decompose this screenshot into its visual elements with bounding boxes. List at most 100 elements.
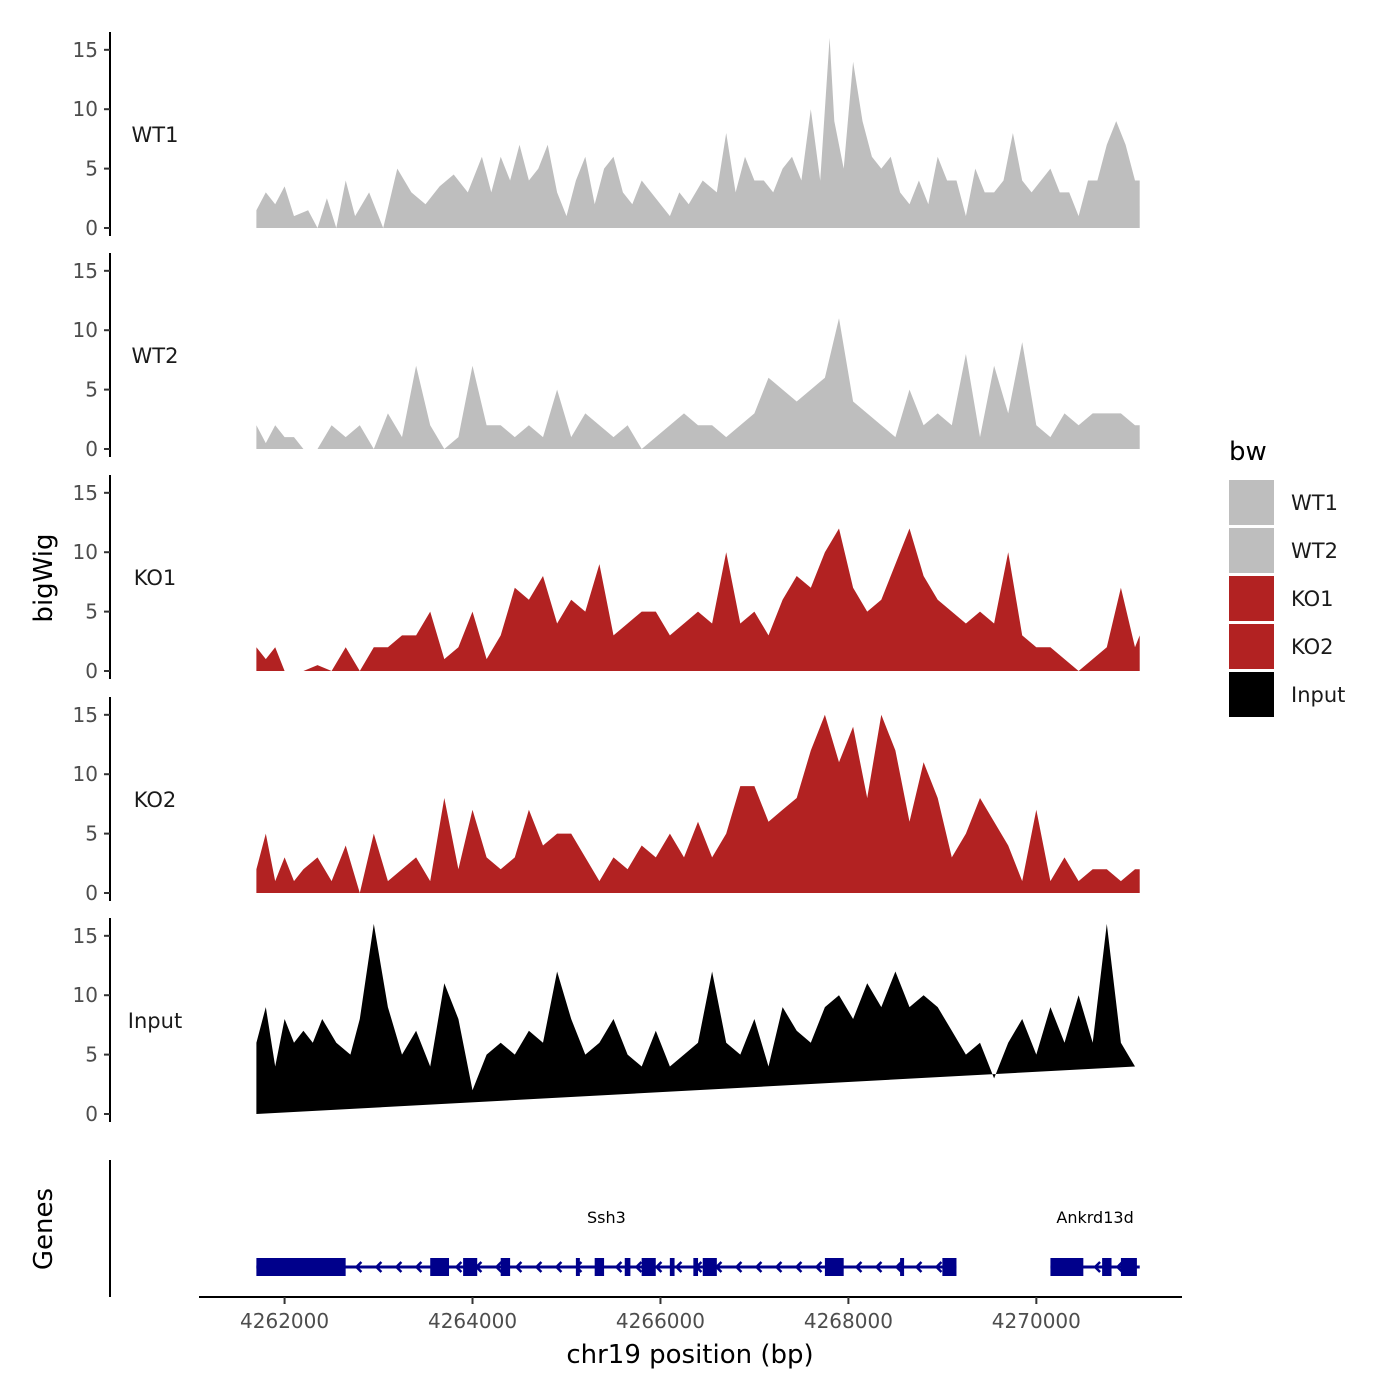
ssh3-exon (256, 1258, 346, 1276)
ssh3-strand-arrow (894, 1261, 903, 1273)
ko1-coverage-area (256, 528, 1140, 671)
wt2-y-tick-label: 10 (73, 318, 98, 342)
ssh3-strand-arrow (534, 1261, 543, 1273)
legend-items: WT1 WT2 KO1 KO2 Input (1229, 480, 1345, 717)
ssh3-exon (693, 1258, 699, 1276)
ssh3-exon (463, 1258, 478, 1276)
x-axis-tick-label: 4262000 (240, 1309, 329, 1333)
ssh3-exon (594, 1258, 605, 1276)
ssh3-strand-arrow (654, 1261, 663, 1273)
ssh3-strand-arrow (454, 1261, 463, 1273)
ssh3-strand-arrow (634, 1261, 643, 1273)
legend-label-ko2: KO2 (1291, 635, 1334, 659)
ssh3-strand-arrow (354, 1261, 363, 1273)
ankrd13d-strand-arrow (1115, 1261, 1124, 1273)
ssh3-strand-arrow (614, 1261, 623, 1273)
input-y-tick-label: 15 (73, 924, 98, 948)
legend-swatch-ko2 (1229, 624, 1274, 669)
ko2-y-tick-label: 5 (85, 822, 98, 846)
ssh3-strand-arrow (854, 1261, 863, 1273)
x-axis-tick-label: 4266000 (616, 1309, 705, 1333)
ssh3-exon (942, 1258, 957, 1276)
y-axis-title: bigWig (29, 533, 59, 622)
ssh3-strand-arrow (514, 1261, 523, 1273)
ssh3-strand-arrow (394, 1261, 403, 1273)
ssh3-strand-arrow (814, 1261, 823, 1273)
ankrd13d-exon (1050, 1258, 1084, 1276)
x-axis-tick-label: 4270000 (992, 1309, 1081, 1333)
ankrd13d-strand-arrow (1093, 1261, 1101, 1273)
wt2-y-ticks: 0 5 10 15 (73, 259, 110, 461)
ko1-y-ticks: 0 5 10 15 (73, 481, 110, 683)
wt2-y-tick-label: 15 (73, 259, 98, 283)
genes-panel-title: Genes (29, 1188, 59, 1270)
ssh3-strand-arrow (794, 1261, 803, 1273)
ko2-track-label: KO2 (134, 788, 177, 812)
legend-title: bw (1229, 437, 1267, 467)
ko2-y-ticks: 0 5 10 15 (73, 703, 110, 905)
input-track-label: Input (128, 1009, 182, 1033)
legend-swatch-ko1 (1229, 576, 1274, 621)
legend: bw WT1 WT2 KO1 KO2 Input (1229, 437, 1345, 717)
wt1-y-tick-label: 5 (85, 157, 98, 181)
ssh3-exon (575, 1258, 580, 1276)
x-axis: 4262000 4264000 4266000 4268000 4270000 chr1… (199, 1296, 1182, 1370)
legend-label-input: Input (1291, 683, 1345, 707)
wt2-track-label: WT2 (132, 344, 179, 368)
ankrd13d-exon (1120, 1258, 1137, 1276)
ko2-y-tick-label: 10 (73, 762, 98, 786)
legend-swatch-input (1229, 672, 1274, 717)
ssh3-exon (430, 1258, 450, 1276)
input-y-tick-label: 0 (85, 1102, 98, 1126)
ssh3-exon (641, 1258, 656, 1276)
ssh3-exon (500, 1258, 511, 1276)
ssh3-gene-label: Ssh3 (587, 1208, 626, 1227)
ankrd13d-exon (1102, 1258, 1112, 1276)
wt1-coverage-area (256, 37, 1140, 229)
ko1-y-tick-label: 15 (73, 481, 98, 505)
track-panel-ko2: 0 5 10 15 KO2 (73, 697, 1140, 905)
ssh3-strand-arrow (914, 1261, 923, 1273)
genes-panel: Genes Ssh3 Ankrd13d (29, 1160, 1140, 1297)
legend-swatch-wt1 (1229, 480, 1274, 525)
input-coverage-area (256, 923, 1135, 1114)
wt1-track-label: WT1 (132, 123, 179, 147)
ko1-y-tick-label: 5 (85, 600, 98, 624)
ssh3-exon (702, 1258, 717, 1276)
ssh3-strand-arrow (874, 1261, 883, 1273)
track-panel-wt2: 0 5 10 15 WT2 (73, 253, 1140, 461)
x-axis-ticks: 4262000 4264000 4266000 4268000 4270000 (240, 1297, 1081, 1333)
ssh3-strand-arrow (774, 1261, 783, 1273)
legend-swatch-wt2 (1229, 528, 1274, 573)
legend-label-wt1: WT1 (1291, 491, 1338, 515)
x-axis-tick-label: 4268000 (804, 1309, 893, 1333)
gene-models: Ssh3 Ankrd13d (256, 1208, 1140, 1276)
ko1-track-label: KO1 (134, 566, 177, 590)
wt2-y-tick-label: 5 (85, 378, 98, 402)
input-y-ticks: 0 5 10 15 (73, 924, 110, 1126)
x-axis-title: chr19 position (bp) (566, 1340, 813, 1370)
wt2-coverage-area (256, 318, 1140, 449)
ssh3-exon (669, 1258, 675, 1276)
ssh3-strand-arrow (674, 1261, 683, 1273)
legend-label-wt2: WT2 (1291, 539, 1338, 563)
ssh3-strand-arrow (494, 1261, 503, 1273)
ko2-coverage-area (256, 714, 1140, 893)
wt1-y-tick-label: 15 (73, 38, 98, 62)
wt1-y-tick-label: 0 (85, 216, 98, 240)
track-panel-ko1: 0 5 10 15 KO1 (73, 475, 1140, 683)
ssh3-exon (824, 1258, 844, 1276)
ko2-y-tick-label: 0 (85, 881, 98, 905)
ssh3-strand-arrow (374, 1261, 383, 1273)
wt1-y-ticks: 0 5 10 15 (73, 38, 110, 240)
x-axis-tick-label: 4264000 (428, 1309, 517, 1333)
input-y-tick-label: 5 (85, 1043, 98, 1067)
ssh3-strand-arrow (414, 1261, 423, 1273)
ko2-y-tick-label: 15 (73, 703, 98, 727)
ssh3-strand-arrow (934, 1261, 943, 1273)
ssh3-strand-arrow (554, 1261, 563, 1273)
ankrd13d-gene-label: Ankrd13d (1056, 1208, 1133, 1227)
ko1-y-tick-label: 10 (73, 540, 98, 564)
wt1-y-tick-label: 10 (73, 97, 98, 121)
